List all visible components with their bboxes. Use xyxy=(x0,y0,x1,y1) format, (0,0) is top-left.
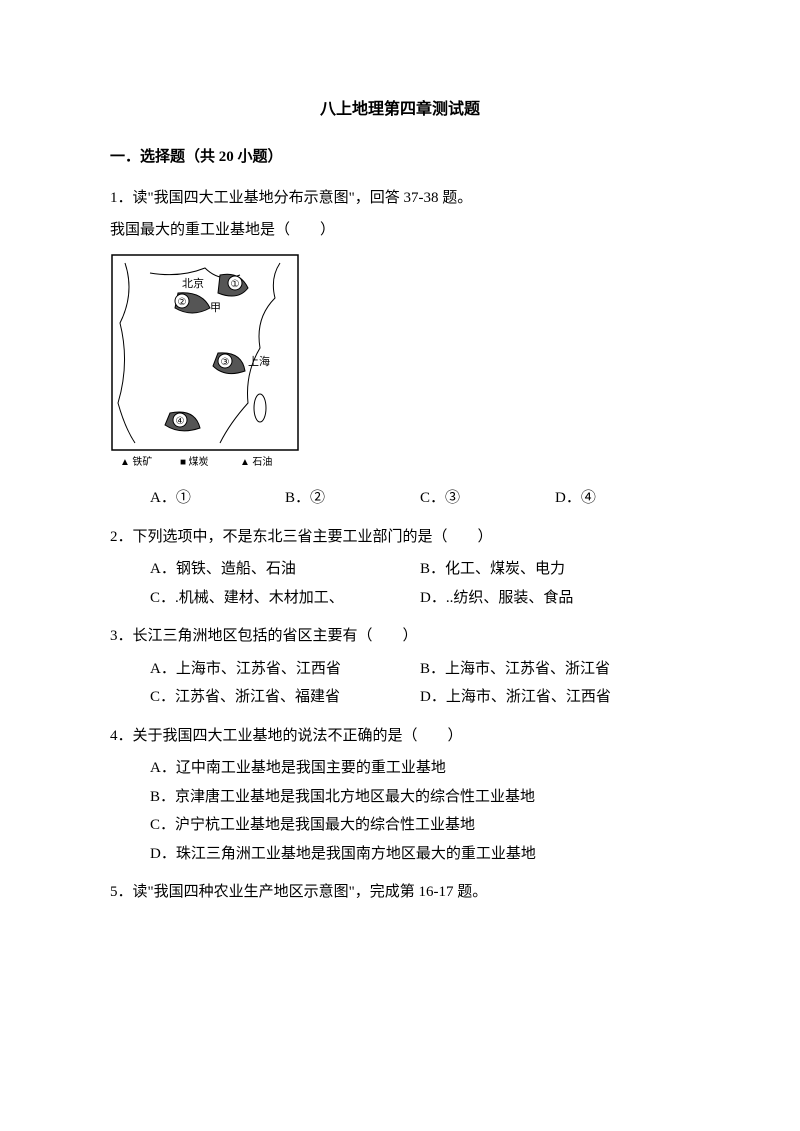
q4-text: 4．关于我国四大工业基地的说法不正确的是（ ） xyxy=(110,722,690,751)
q4-opt-a: A．辽中南工业基地是我国主要的重工业基地 xyxy=(150,754,690,783)
legend-iron: ▲ 铁矿 xyxy=(120,455,152,468)
q4-opt-c: C．沪宁杭工业基地是我国最大的综合性工业基地 xyxy=(150,811,690,840)
china-industrial-map: ① ② 北京 甲 ③ 上海 ④ ▲ 铁矿 ■ 煤炭 ▲ 石油 xyxy=(110,253,300,468)
question-3: 3．长江三角洲地区包括的省区主要有（ ） A．上海市、江苏省、江西省 B．上海市… xyxy=(110,622,690,712)
q4-stem: 关于我国四大工业基地的说法不正确的是（ ） xyxy=(133,728,463,744)
question-2: 2．下列选项中，不是东北三省主要工业部门的是（ ） A．钢铁、造船、石油 B．化… xyxy=(110,523,690,613)
q4-opt-d: D．珠江三角洲工业基地是我国南方地区最大的重工业基地 xyxy=(150,840,690,869)
question-4: 4．关于我国四大工业基地的说法不正确的是（ ） A．辽中南工业基地是我国主要的重… xyxy=(110,722,690,869)
q1-line2: 我国最大的重工业基地是（ ） xyxy=(110,216,690,245)
q3-opt-d: D．上海市、浙江省、江西省 xyxy=(420,683,690,712)
q3-text: 3．长江三角洲地区包括的省区主要有（ ） xyxy=(110,622,690,651)
q5-num: 5． xyxy=(110,884,133,900)
q3-opt-a: A．上海市、江苏省、江西省 xyxy=(150,655,420,684)
svg-text:②: ② xyxy=(178,297,187,308)
legend-oil: ▲ 石油 xyxy=(240,455,272,468)
q4-options: A．辽中南工业基地是我国主要的重工业基地 B．京津唐工业基地是我国北方地区最大的… xyxy=(110,754,690,868)
q2-opt-c: C．.机械、建材、木材加工、 xyxy=(150,584,420,613)
svg-text:④: ④ xyxy=(176,416,185,427)
q1-text1: 读"我国四大工业基地分布示意图"，回答 37-38 题。 xyxy=(133,190,473,206)
q2-num: 2． xyxy=(110,529,133,545)
svg-text:①: ① xyxy=(231,279,240,290)
legend-coal: ■ 煤炭 xyxy=(180,455,209,468)
q3-num: 3． xyxy=(110,628,133,644)
q4-opt-b: B．京津唐工业基地是我国北方地区最大的综合性工业基地 xyxy=(150,783,690,812)
q2-opt-b: B．化工、煤炭、电力 xyxy=(420,555,690,584)
q2-opt-a: A．钢铁、造船、石油 xyxy=(150,555,420,584)
q3-options: A．上海市、江苏省、江西省 B．上海市、江苏省、浙江省 C．江苏省、浙江省、福建… xyxy=(110,655,690,712)
q1-opt-a: A．① xyxy=(150,484,285,513)
q2-stem: 下列选项中，不是东北三省主要工业部门的是（ ） xyxy=(133,529,493,545)
q5-text: 5．读"我国四种农业生产地区示意图"，完成第 16-17 题。 xyxy=(110,878,690,907)
q1-line1: 1．读"我国四大工业基地分布示意图"，回答 37-38 题。 xyxy=(110,184,690,213)
question-5: 5．读"我国四种农业生产地区示意图"，完成第 16-17 题。 xyxy=(110,878,690,907)
q3-stem: 长江三角洲地区包括的省区主要有（ ） xyxy=(133,628,418,644)
q3-opt-b: B．上海市、江苏省、浙江省 xyxy=(420,655,690,684)
map-label-shanghai: 上海 xyxy=(248,354,270,368)
svg-text:③: ③ xyxy=(221,357,230,368)
q4-num: 4． xyxy=(110,728,133,744)
map-figure: ① ② 北京 甲 ③ 上海 ④ ▲ 铁矿 ■ 煤炭 ▲ 石油 xyxy=(110,253,690,479)
map-label-jia: 甲 xyxy=(210,302,221,314)
q2-opt-d: D．..纺织、服装、食品 xyxy=(420,584,690,613)
q2-text: 2．下列选项中，不是东北三省主要工业部门的是（ ） xyxy=(110,523,690,552)
q3-opt-c: C．江苏省、浙江省、福建省 xyxy=(150,683,420,712)
q1-opt-c: C．③ xyxy=(420,484,555,513)
q2-options: A．钢铁、造船、石油 B．化工、煤炭、电力 C．.机械、建材、木材加工、 D．.… xyxy=(110,555,690,612)
page-title: 八上地理第四章测试题 xyxy=(110,95,690,125)
q1-opt-b: B．② xyxy=(285,484,420,513)
question-1: 1．读"我国四大工业基地分布示意图"，回答 37-38 题。 我国最大的重工业基… xyxy=(110,184,690,513)
q5-stem: 读"我国四种农业生产地区示意图"，完成第 16-17 题。 xyxy=(133,884,488,900)
map-label-beijing: 北京 xyxy=(182,276,204,290)
q1-options: A．① B．② C．③ D．④ xyxy=(110,484,690,513)
q1-opt-d: D．④ xyxy=(555,484,690,513)
section-header: 一．选择题（共 20 小题） xyxy=(110,143,690,172)
q1-num: 1． xyxy=(110,190,133,206)
